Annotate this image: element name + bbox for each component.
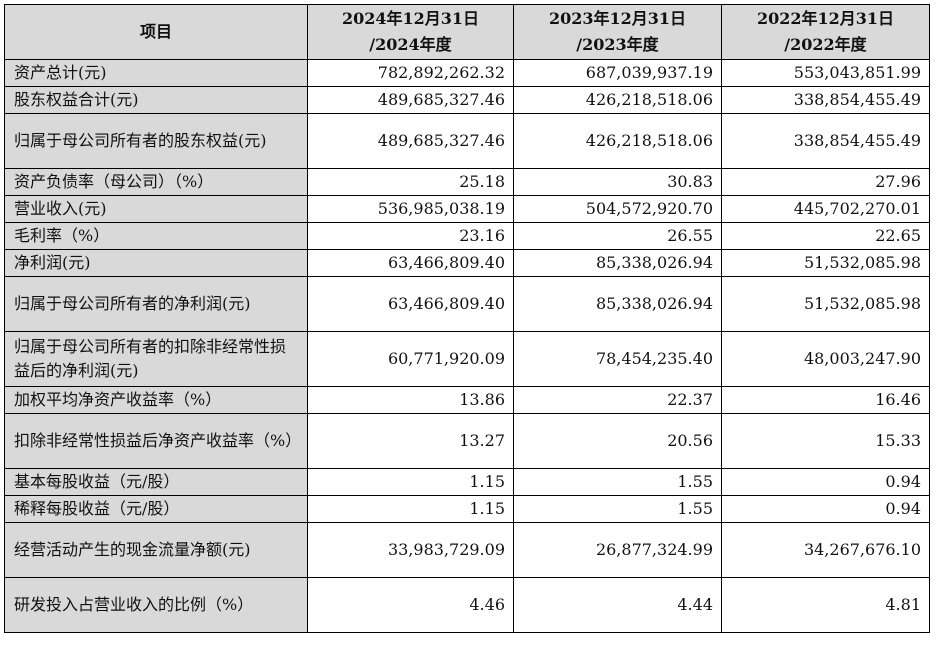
cell-2024: 536,985,038.19: [307, 195, 514, 223]
row-label: 经营活动产生的现金流量净额(元): [4, 522, 308, 578]
cell-2022: 16.46: [721, 386, 930, 414]
table-row: 资产负债率（母公司）（%） 25.18 30.83 27.96: [4, 168, 930, 196]
financial-data-table-container: 项目 2024年12月31日/2024年度 2023年12月31日/2023年度…: [4, 4, 930, 633]
cell-2024: 33,983,729.09: [307, 522, 514, 578]
header-2022: 2022年12月31日/2022年度: [721, 4, 930, 60]
cell-2023: 426,218,518.06: [513, 86, 722, 114]
financial-data-table: 项目 2024年12月31日/2024年度 2023年12月31日/2023年度…: [4, 4, 930, 633]
cell-2022: 27.96: [721, 168, 930, 196]
cell-2023: 85,338,026.94: [513, 249, 722, 277]
row-label: 毛利率（%）: [4, 222, 308, 250]
header-2024: 2024年12月31日/2024年度: [307, 4, 514, 60]
table-row: 资产总计(元) 782,892,262.32 687,039,937.19 55…: [4, 59, 930, 87]
table-row: 股东权益合计(元) 489,685,327.46 426,218,518.06 …: [4, 86, 930, 114]
table-row: 研发投入占营业收入的比例（%） 4.46 4.44 4.81: [4, 577, 930, 633]
cell-2023: 22.37: [513, 386, 722, 414]
row-label: 研发投入占营业收入的比例（%）: [4, 577, 308, 633]
header-item: 项目: [4, 4, 308, 60]
cell-2023: 426,218,518.06: [513, 113, 722, 169]
table-row: 毛利率（%） 23.16 26.55 22.65: [4, 222, 930, 250]
cell-2024: 60,771,920.09: [307, 331, 514, 387]
row-label: 加权平均净资产收益率（%）: [4, 386, 308, 414]
cell-2022: 0.94: [721, 468, 930, 496]
table-row: 归属于母公司所有者的股东权益(元) 489,685,327.46 426,218…: [4, 113, 930, 169]
cell-2023: 26,877,324.99: [513, 522, 722, 578]
row-label: 归属于母公司所有者的扣除非经常性损益后的净利润(元): [4, 331, 308, 387]
cell-2022: 51,532,085.98: [721, 249, 930, 277]
cell-2023: 1.55: [513, 468, 722, 496]
cell-2024: 1.15: [307, 468, 514, 496]
row-label: 稀释每股收益（元/股）: [4, 495, 308, 523]
cell-2024: 25.18: [307, 168, 514, 196]
table-row: 净利润(元) 63,466,809.40 85,338,026.94 51,53…: [4, 249, 930, 277]
row-label: 归属于母公司所有者的净利润(元): [4, 276, 308, 332]
cell-2024: 13.27: [307, 413, 514, 469]
cell-2024: 489,685,327.46: [307, 113, 514, 169]
cell-2022: 0.94: [721, 495, 930, 523]
cell-2022: 4.81: [721, 577, 930, 633]
cell-2024: 63,466,809.40: [307, 249, 514, 277]
row-label: 净利润(元): [4, 249, 308, 277]
cell-2022: 15.33: [721, 413, 930, 469]
row-label: 股东权益合计(元): [4, 86, 308, 114]
table-row: 基本每股收益（元/股） 1.15 1.55 0.94: [4, 468, 930, 496]
table-row: 扣除非经常性损益后净资产收益率（%） 13.27 20.56 15.33: [4, 413, 930, 469]
cell-2022: 34,267,676.10: [721, 522, 930, 578]
cell-2023: 687,039,937.19: [513, 59, 722, 87]
cell-2022: 338,854,455.49: [721, 86, 930, 114]
table-row: 稀释每股收益（元/股） 1.15 1.55 0.94: [4, 495, 930, 523]
cell-2023: 4.44: [513, 577, 722, 633]
cell-2024: 1.15: [307, 495, 514, 523]
row-label: 基本每股收益（元/股）: [4, 468, 308, 496]
row-label: 营业收入(元): [4, 195, 308, 223]
header-2023: 2023年12月31日/2023年度: [513, 4, 722, 60]
cell-2022: 338,854,455.49: [721, 113, 930, 169]
table-header-row: 项目 2024年12月31日/2024年度 2023年12月31日/2023年度…: [4, 4, 930, 60]
row-label: 扣除非经常性损益后净资产收益率（%）: [4, 413, 308, 469]
table-row: 营业收入(元) 536,985,038.19 504,572,920.70 44…: [4, 195, 930, 223]
table-row: 归属于母公司所有者的扣除非经常性损益后的净利润(元) 60,771,920.09…: [4, 331, 930, 387]
cell-2022: 22.65: [721, 222, 930, 250]
cell-2024: 13.86: [307, 386, 514, 414]
cell-2024: 4.46: [307, 577, 514, 633]
cell-2023: 30.83: [513, 168, 722, 196]
cell-2024: 23.16: [307, 222, 514, 250]
cell-2022: 48,003,247.90: [721, 331, 930, 387]
cell-2024: 489,685,327.46: [307, 86, 514, 114]
cell-2024: 782,892,262.32: [307, 59, 514, 87]
table-row: 加权平均净资产收益率（%） 13.86 22.37 16.46: [4, 386, 930, 414]
table-row: 归属于母公司所有者的净利润(元) 63,466,809.40 85,338,02…: [4, 276, 930, 332]
cell-2022: 445,702,270.01: [721, 195, 930, 223]
cell-2024: 63,466,809.40: [307, 276, 514, 332]
row-label: 归属于母公司所有者的股东权益(元): [4, 113, 308, 169]
cell-2022: 51,532,085.98: [721, 276, 930, 332]
row-label: 资产总计(元): [4, 59, 308, 87]
cell-2023: 1.55: [513, 495, 722, 523]
cell-2023: 78,454,235.40: [513, 331, 722, 387]
cell-2023: 504,572,920.70: [513, 195, 722, 223]
cell-2023: 85,338,026.94: [513, 276, 722, 332]
cell-2022: 553,043,851.99: [721, 59, 930, 87]
cell-2023: 26.55: [513, 222, 722, 250]
cell-2023: 20.56: [513, 413, 722, 469]
row-label: 资产负债率（母公司）（%）: [4, 168, 308, 196]
table-row: 经营活动产生的现金流量净额(元) 33,983,729.09 26,877,32…: [4, 522, 930, 578]
